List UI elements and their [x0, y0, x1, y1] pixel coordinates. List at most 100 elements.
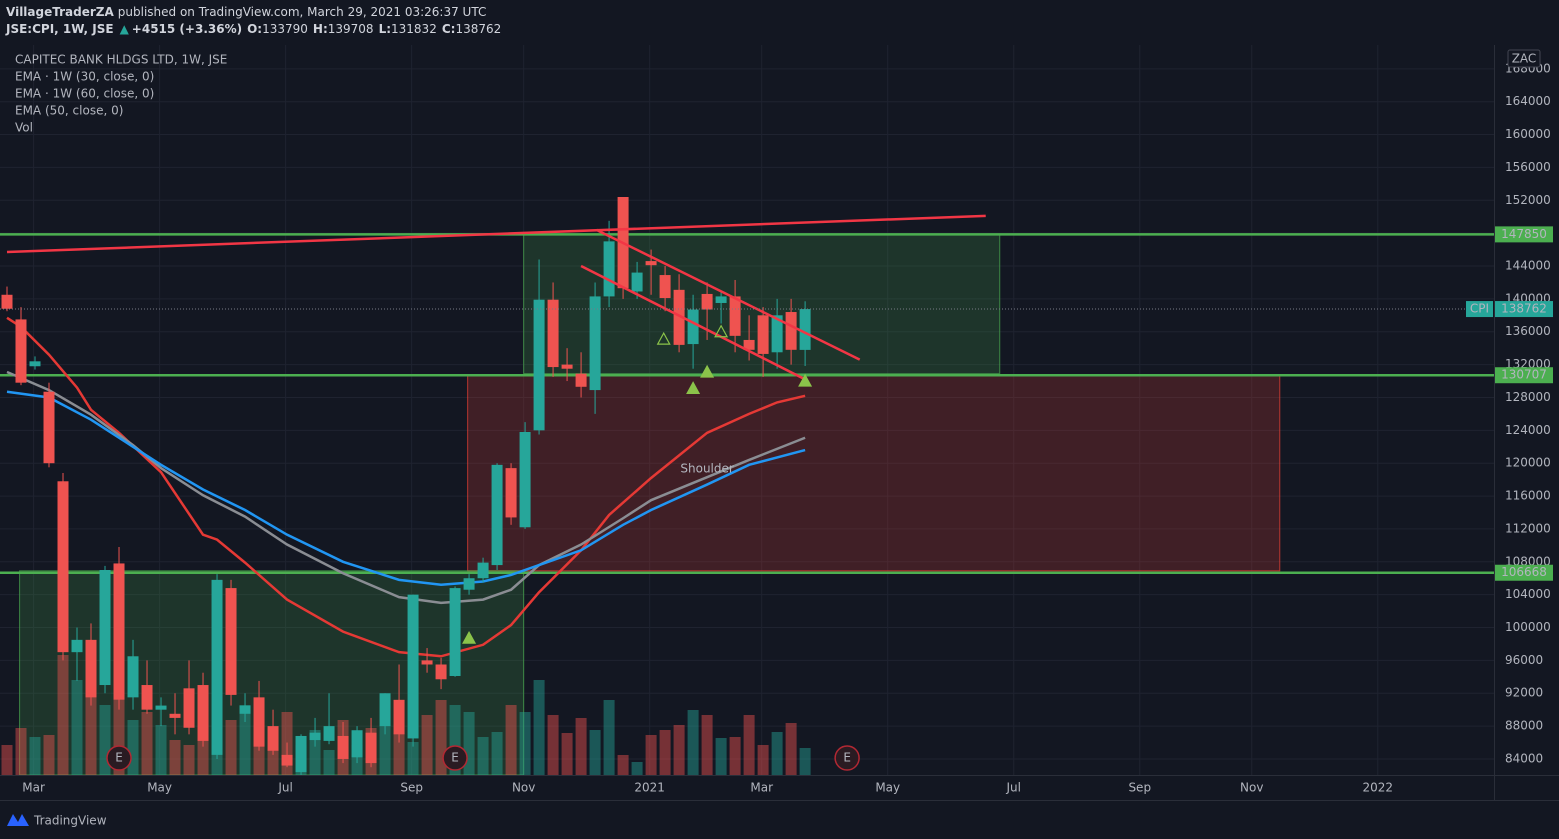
- candle-body: [211, 579, 223, 755]
- candle-body: [15, 319, 27, 383]
- event-label: E: [843, 751, 851, 765]
- candle-body: [393, 699, 405, 735]
- candle-body: [491, 464, 503, 566]
- event-marker: [442, 745, 468, 771]
- header-line-1: VillageTraderZA published on TradingView.…: [6, 5, 486, 19]
- volume-bar: [71, 680, 83, 775]
- y-tick-label: 164000: [1505, 94, 1551, 108]
- volume-bar: [309, 730, 321, 775]
- trend-line: [6, 214, 986, 254]
- candle-body: [645, 261, 657, 266]
- x-tick-label: Mar: [750, 781, 773, 795]
- candle-body: [715, 296, 727, 303]
- volume-bar: [729, 737, 741, 775]
- candle-body: [85, 639, 97, 698]
- volume-bar: [141, 712, 153, 775]
- y-tick-label: 124000: [1505, 423, 1551, 437]
- annotation: Shoulder: [680, 461, 734, 475]
- x-tick-label: 2022: [1363, 781, 1394, 795]
- published: published on TradingView.com, March 29, …: [118, 5, 487, 19]
- candle-body: [113, 563, 125, 700]
- currency-badge[interactable]: [1507, 49, 1541, 68]
- ohlc-value: 139708: [328, 22, 374, 36]
- candle-body: [477, 562, 489, 579]
- y-tick-label: 84000: [1505, 751, 1543, 765]
- candle-body: [99, 570, 111, 686]
- y-tick-label: 160000: [1505, 127, 1551, 141]
- event-label: E: [115, 751, 123, 765]
- candle-body: [155, 705, 167, 710]
- candle-body: [631, 272, 643, 292]
- volume-bar: [57, 655, 69, 775]
- y-tick-label: 104000: [1505, 587, 1551, 601]
- volume-bar: [183, 745, 195, 775]
- candle-body: [547, 299, 559, 368]
- candle-body: [519, 431, 531, 528]
- volume-bar: [519, 712, 531, 775]
- volume-bar: [589, 730, 601, 775]
- candle-body: [407, 594, 419, 739]
- x-tick-label: Nov: [512, 781, 535, 795]
- volume-bar: [99, 705, 111, 775]
- candle-body: [141, 685, 153, 710]
- last-price-badge: [1495, 301, 1553, 318]
- event-marker: [834, 745, 860, 771]
- event-label: E: [451, 751, 459, 765]
- candle-body: [743, 339, 755, 350]
- volume-bar: [463, 712, 475, 775]
- grid: [0, 45, 1494, 775]
- volume-bar: [29, 737, 41, 775]
- candle-body: [603, 241, 615, 297]
- volume-bar: [113, 700, 125, 775]
- candle-body: [239, 705, 251, 714]
- volume-bar: [169, 740, 181, 775]
- volume-bar: [225, 720, 237, 775]
- triangle-marker: [714, 324, 729, 338]
- triangle-marker: [798, 373, 813, 387]
- candle-body: [29, 361, 41, 367]
- axis-badges: 147850 130707 106668 CPI 138762: [1466, 226, 1553, 581]
- ticker: CPI: [1470, 302, 1489, 316]
- y-tick-label: 96000: [1505, 653, 1543, 667]
- y-tick-label: 156000: [1505, 160, 1551, 174]
- volume-bar: [85, 697, 97, 775]
- volume-bar: [575, 718, 587, 775]
- volume-bar: [799, 748, 811, 775]
- volume-bar: [491, 732, 503, 775]
- volume-bar: [701, 715, 713, 775]
- volume-bar: [127, 720, 139, 775]
- volume-bar: [673, 725, 685, 775]
- plot-area: Shoulder E E E: [0, 196, 1494, 775]
- legend-entry: EMA · 1W (30, close, 0): [15, 70, 154, 84]
- change-arrow: ▲: [120, 22, 130, 36]
- volume-bar: [421, 715, 433, 775]
- volume-bar: [757, 745, 769, 775]
- y-tick-label: 128000: [1505, 390, 1551, 404]
- trend-line: [595, 228, 861, 361]
- x-tick-label: Sep: [400, 781, 423, 795]
- ema-line: [6, 390, 806, 587]
- y-tick-label: 92000: [1505, 686, 1543, 700]
- candle-body: [757, 315, 769, 354]
- volume-bar: [267, 750, 279, 775]
- level-label: 147850: [1501, 227, 1547, 241]
- logo-icon: [7, 814, 29, 826]
- candle-body: [449, 588, 461, 676]
- volume-bar: [617, 755, 629, 775]
- volume-bar: [43, 735, 55, 775]
- volume-bar: [379, 725, 391, 775]
- ticker-badge: [1466, 301, 1493, 318]
- candle-body: [379, 693, 391, 727]
- volume-bar: [505, 705, 517, 775]
- candle-body: [785, 312, 797, 350]
- volume-bar: [239, 705, 251, 775]
- ema-line: [6, 316, 806, 658]
- volume-bar: [631, 762, 643, 775]
- candle-body: [533, 299, 545, 431]
- volume-bar: [785, 723, 797, 775]
- legend-entry: EMA · 1W (60, close, 0): [15, 87, 154, 101]
- volume-bar: [1, 745, 13, 775]
- volume-bar: [477, 737, 489, 775]
- volume-bar: [407, 742, 419, 775]
